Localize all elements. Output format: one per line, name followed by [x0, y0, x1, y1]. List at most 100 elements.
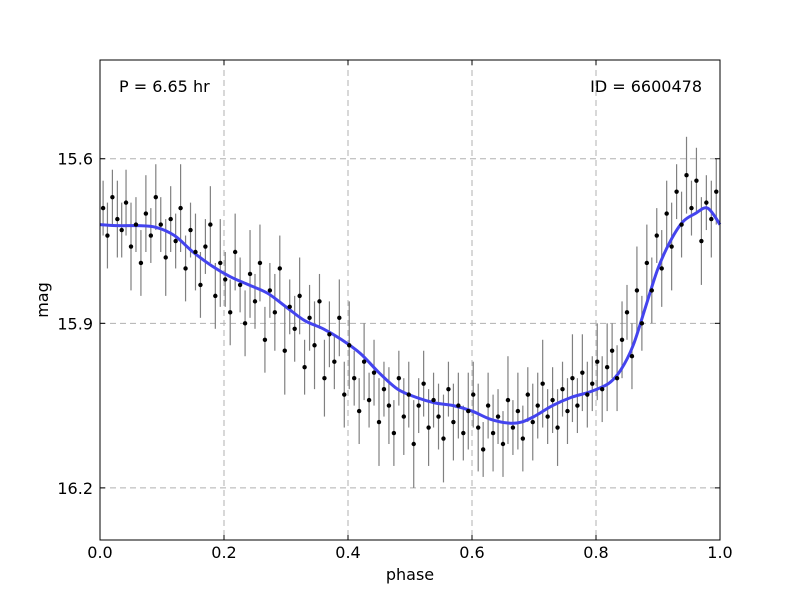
data-point [332, 359, 337, 364]
data-point [629, 354, 635, 359]
data-point [659, 266, 664, 271]
data-point [535, 403, 540, 408]
x-tick-label: 1.0 [707, 543, 732, 562]
data-point [396, 375, 402, 381]
data-point [416, 403, 421, 408]
data-point [361, 359, 367, 364]
data-point [604, 365, 610, 370]
data-point [505, 397, 511, 403]
data-point [272, 310, 278, 315]
data-point [515, 408, 521, 414]
data-point [461, 430, 466, 436]
data-point [105, 233, 110, 238]
data-point [347, 343, 352, 348]
data-point [158, 222, 163, 227]
data-point [644, 260, 650, 266]
data-point [178, 205, 183, 211]
data-point [500, 441, 506, 447]
data-point [520, 436, 526, 441]
data-point [208, 222, 213, 227]
data-point [352, 375, 357, 381]
data-point [153, 194, 158, 200]
data-point [654, 233, 659, 238]
data-point [530, 419, 535, 425]
data-point [669, 244, 674, 249]
data-point [614, 375, 620, 381]
data-point [426, 425, 431, 430]
data-point [115, 216, 120, 222]
data-point [287, 304, 292, 310]
data-point [386, 403, 392, 408]
data-point [307, 315, 312, 321]
data-point [490, 430, 496, 436]
data-point [406, 392, 411, 397]
data-point [302, 365, 307, 370]
data-point [337, 315, 342, 321]
data-point [476, 425, 481, 430]
data-point [376, 419, 382, 425]
data-point [297, 293, 302, 299]
data-point [639, 321, 645, 326]
data-point [495, 414, 501, 419]
data-point [580, 370, 585, 375]
data-point [590, 381, 595, 386]
data-point [575, 403, 580, 408]
x-tick-label: 0.6 [459, 543, 484, 562]
data-point [684, 173, 689, 178]
data-point [366, 397, 372, 403]
data-points [100, 173, 719, 452]
y-axis-label: mag [33, 282, 52, 318]
data-point [262, 337, 268, 342]
data-point [237, 282, 243, 288]
y-tick-label: 15.6 [57, 150, 93, 169]
data-point [110, 194, 115, 200]
x-tick-label: 0.4 [335, 543, 360, 562]
data-point [451, 419, 456, 425]
data-point [123, 200, 129, 205]
data-point [143, 211, 149, 216]
data-point [100, 205, 106, 211]
data-point [292, 326, 297, 331]
data-point [649, 288, 654, 293]
data-point [277, 266, 282, 271]
data-point [664, 211, 669, 216]
data-point [119, 227, 124, 233]
data-point [163, 255, 168, 260]
data-point [133, 222, 139, 227]
data-point [699, 238, 704, 244]
data-point [257, 260, 263, 266]
data-point [223, 277, 228, 282]
data-point [565, 408, 570, 414]
data-point [183, 266, 188, 271]
data-point [466, 408, 471, 414]
data-point [228, 310, 233, 315]
data-point [148, 233, 154, 238]
data-point [540, 381, 545, 386]
data-point [485, 403, 491, 408]
data-point [471, 392, 476, 397]
id-annotation: ID = 6600478 [590, 77, 702, 96]
data-point [704, 200, 709, 205]
data-point [555, 425, 560, 430]
period-annotation: P = 6.65 hr [119, 77, 210, 96]
data-point [218, 260, 223, 266]
data-point [431, 397, 436, 403]
data-point [327, 332, 332, 337]
data-point [242, 321, 248, 326]
data-point [679, 222, 684, 227]
data-point [356, 408, 362, 414]
data-point [317, 299, 322, 304]
y-tick-label: 16.2 [57, 479, 93, 498]
x-tick-label: 0.8 [583, 543, 608, 562]
data-point [322, 375, 327, 381]
error-bars [102, 136, 717, 488]
data-point [267, 288, 273, 293]
plot-frame [99, 59, 721, 541]
data-point [585, 392, 590, 397]
data-point [714, 189, 719, 194]
data-point [188, 227, 193, 233]
data-point [560, 386, 565, 392]
data-point [168, 216, 173, 222]
data-point [674, 189, 679, 194]
data-point [446, 386, 451, 392]
